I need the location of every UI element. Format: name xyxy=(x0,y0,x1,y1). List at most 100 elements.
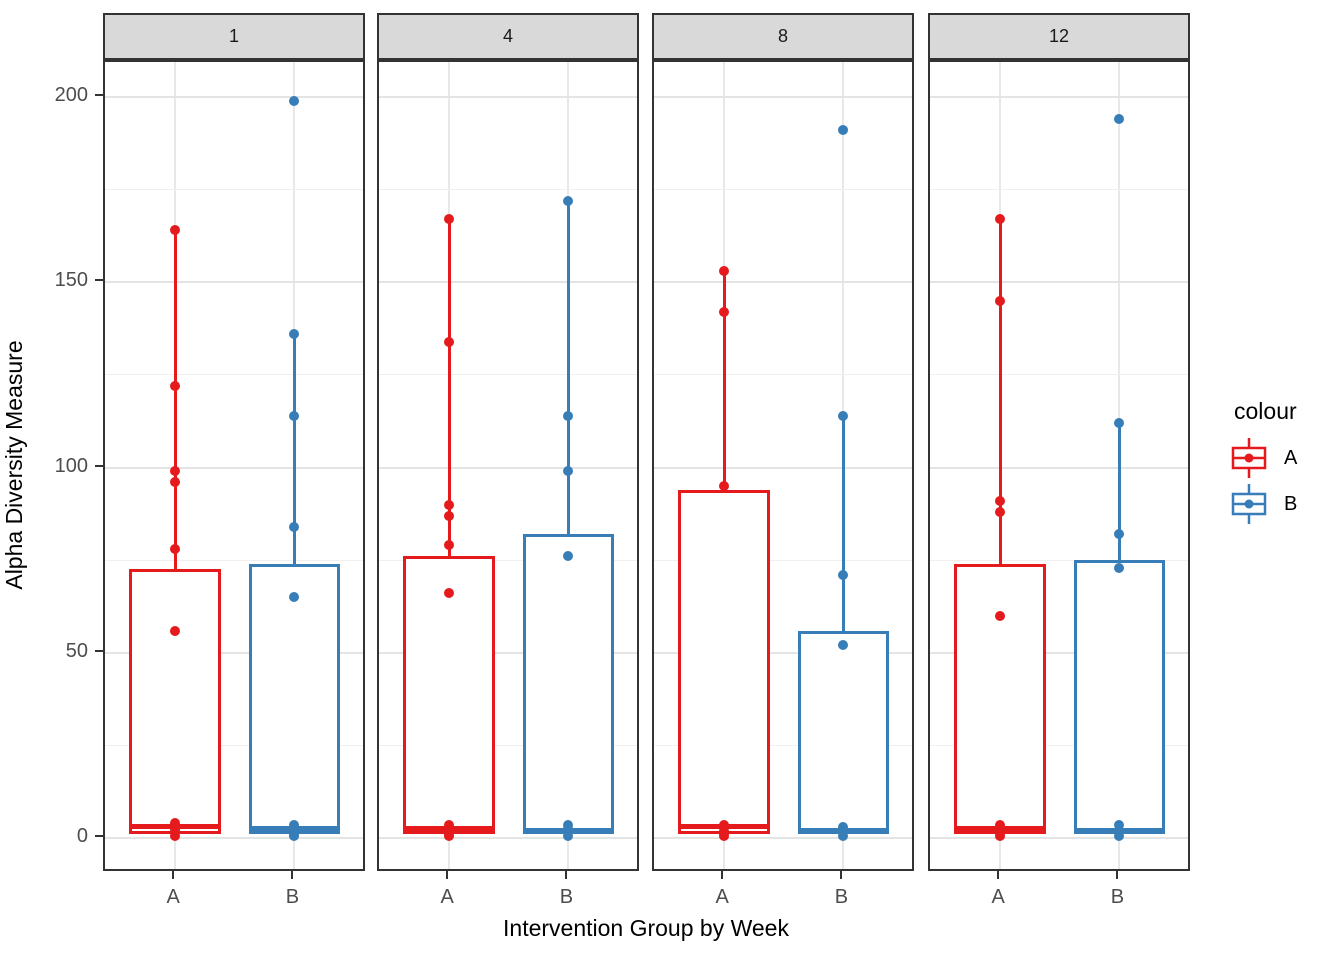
facet-strip-label: 1 xyxy=(228,26,239,46)
data-point xyxy=(995,610,1006,621)
y-tick-mark xyxy=(95,649,103,652)
x-tick-mark xyxy=(446,871,449,879)
gridline-minor xyxy=(105,374,363,376)
data-point xyxy=(995,820,1006,831)
data-point xyxy=(995,506,1006,517)
gridline-major xyxy=(379,837,637,839)
data-point xyxy=(170,544,181,554)
box xyxy=(129,569,222,835)
data-point xyxy=(995,295,1006,306)
facet-strip: 8 xyxy=(652,13,914,60)
data-point xyxy=(719,481,730,492)
data-point xyxy=(170,380,181,391)
data-point xyxy=(563,831,574,842)
data-point xyxy=(289,95,300,106)
whisker-upper xyxy=(292,334,296,564)
data-point xyxy=(563,551,574,562)
gridline-major xyxy=(379,281,637,284)
data-point xyxy=(719,820,730,831)
facet-panel xyxy=(377,60,639,871)
gridline-minor xyxy=(930,374,1188,376)
x-tick-label: B xyxy=(834,886,849,908)
data-point xyxy=(170,477,181,488)
data-point xyxy=(444,588,455,599)
gridline-minor xyxy=(930,744,1188,746)
x-tick-mark xyxy=(997,871,1000,879)
data-point xyxy=(838,640,849,651)
y-tick-mark xyxy=(95,464,103,467)
x-tick-label: A xyxy=(440,886,454,908)
data-point xyxy=(444,820,455,831)
whisker-upper xyxy=(1117,423,1121,561)
gridline-minor xyxy=(105,189,363,191)
data-point xyxy=(289,831,300,842)
legend-key-B: B xyxy=(1228,481,1344,527)
gridline-major xyxy=(654,837,912,839)
gridline-major xyxy=(654,281,912,284)
legend-label-B: B xyxy=(1284,492,1298,515)
data-point xyxy=(1114,418,1125,429)
gridline-minor xyxy=(105,744,363,746)
gridline-major xyxy=(930,96,1188,98)
gridline-major xyxy=(654,96,912,98)
whisker-upper xyxy=(841,415,845,631)
data-point xyxy=(170,831,181,842)
legend-title: colour xyxy=(1234,398,1297,424)
gridline-minor xyxy=(930,559,1188,561)
gridline-minor xyxy=(654,374,912,376)
gridline-major xyxy=(930,837,1188,839)
facet-strip: 12 xyxy=(928,13,1190,60)
gridline-major xyxy=(105,96,363,98)
data-point xyxy=(170,225,181,236)
x-tick-label: A xyxy=(991,886,1005,908)
box xyxy=(522,534,615,835)
data-point xyxy=(1114,825,1125,836)
box xyxy=(797,630,890,835)
y-tick-label: 100 xyxy=(54,454,88,477)
legend-key-A: A xyxy=(1228,435,1344,481)
y-tick-mark xyxy=(95,94,103,96)
x-tick-label: B xyxy=(285,886,300,908)
facet-strip-label: 8 xyxy=(777,26,788,46)
gridline-minor xyxy=(379,189,637,191)
gridline-major xyxy=(105,651,363,654)
data-point xyxy=(719,266,730,277)
box xyxy=(403,556,496,835)
data-point xyxy=(444,510,455,521)
y-tick-label: 150 xyxy=(54,269,88,292)
data-point xyxy=(444,336,455,347)
gridline-minor xyxy=(379,559,637,561)
facet-strip-label: 12 xyxy=(1048,26,1070,46)
gridline-major xyxy=(105,837,363,839)
gridline-minor xyxy=(379,374,637,376)
data-point xyxy=(1114,114,1125,125)
data-point xyxy=(838,410,849,421)
x-tick-mark xyxy=(565,871,568,879)
data-point xyxy=(444,540,455,551)
gridline-minor xyxy=(654,744,912,746)
gridline-major xyxy=(105,466,363,469)
facet-strip-label: 4 xyxy=(502,26,513,46)
gridline-minor xyxy=(930,189,1188,191)
x-tick-mark xyxy=(1116,871,1119,879)
data-point xyxy=(1114,831,1125,842)
whisker-upper xyxy=(566,200,570,535)
data-point xyxy=(1114,562,1125,573)
box xyxy=(248,563,341,835)
data-point xyxy=(289,592,300,603)
gridline-minor xyxy=(654,189,912,191)
data-point xyxy=(170,818,181,829)
x-tick-mark xyxy=(172,871,175,879)
data-point xyxy=(289,329,300,340)
gridline-major xyxy=(379,651,637,654)
whisker-upper xyxy=(447,219,451,557)
x-tick-label: A xyxy=(166,886,180,908)
x-tick-mark xyxy=(840,871,843,879)
gridline-major xyxy=(654,466,912,469)
gridline-minor xyxy=(379,744,637,746)
gridline-minor xyxy=(105,559,363,561)
data-point xyxy=(838,831,849,842)
y-tick-label: 200 xyxy=(54,84,88,106)
y-tick-label: 0 xyxy=(76,825,88,847)
